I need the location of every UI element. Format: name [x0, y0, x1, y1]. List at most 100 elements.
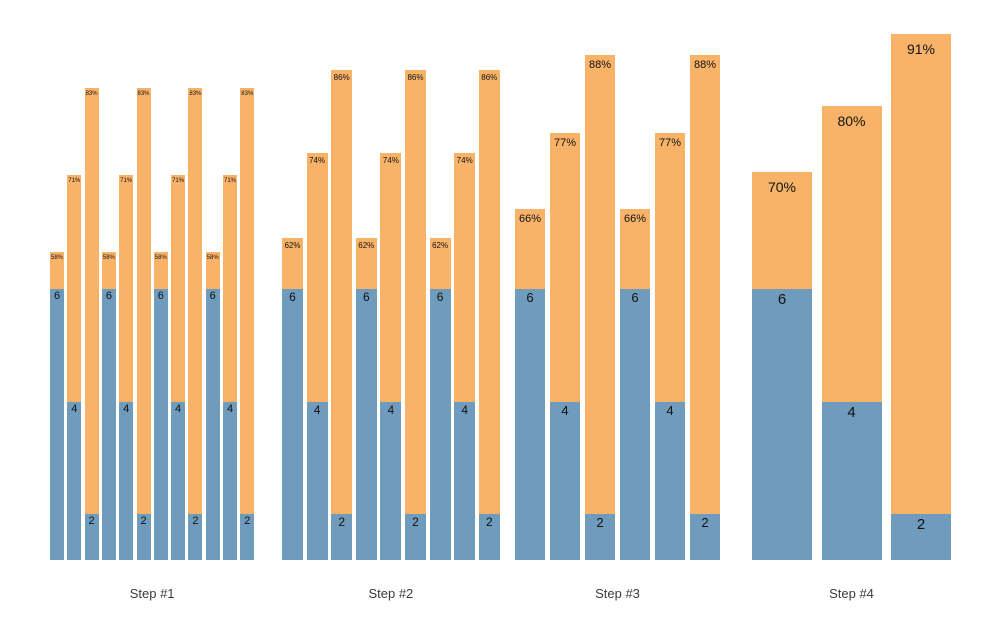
- bar-value-label: 6: [777, 291, 787, 308]
- bar-pct-label: 58%: [102, 255, 115, 261]
- bar-pct-label: 83%: [189, 91, 202, 97]
- bar-pct-label: 71%: [120, 178, 133, 184]
- bar-value-label: 4: [461, 403, 469, 417]
- bar-blue-segment: 2: [240, 514, 255, 560]
- bar-value-label: 2: [244, 515, 251, 527]
- bar-value-label: 6: [53, 290, 61, 302]
- bar-value-label: 2: [338, 515, 346, 529]
- bar-blue-segment: 6: [101, 289, 116, 560]
- bar-value-label: 2: [88, 515, 95, 527]
- bar-blue-segment: 6: [752, 289, 812, 560]
- bar-blue-segment: 6: [50, 289, 64, 560]
- bar-value-label: 4: [313, 403, 321, 417]
- bar-pct-label: 74%: [382, 156, 399, 165]
- stacked-bar: 4 71%: [171, 175, 186, 560]
- bar-blue-segment: 2: [405, 514, 426, 560]
- bar-blue-segment: 2: [331, 514, 353, 560]
- bar-blue-segment: 4: [550, 402, 580, 560]
- stacked-bar: 6 70%: [752, 172, 812, 560]
- bar-value-label: 4: [123, 403, 130, 415]
- bar-pct-label: 66%: [623, 213, 647, 225]
- stacked-bar: 4 74%: [306, 153, 328, 560]
- stacked-bar: 4 71%: [223, 175, 237, 560]
- bar-value-label: 4: [847, 404, 856, 421]
- bar-value-label: 4: [666, 403, 674, 418]
- bar-value-label: 4: [226, 403, 234, 415]
- bar-blue-segment: 2: [188, 514, 203, 560]
- stacked-bar: 6 62%: [282, 238, 303, 560]
- bar-blue-segment: 4: [454, 402, 476, 560]
- stacked-bar: 4 71%: [67, 175, 82, 560]
- stacked-bar: 6 66%: [620, 209, 650, 560]
- bar-pct-label: 62%: [284, 241, 301, 250]
- bar-blue-segment: 6: [205, 289, 220, 560]
- bar-pct-label: 86%: [333, 73, 350, 82]
- bar-blue-segment: 6: [620, 289, 650, 560]
- bar-pct-label: 62%: [358, 241, 375, 250]
- bar-blue-segment: 2: [891, 514, 951, 560]
- bar-value-label: 4: [561, 403, 569, 418]
- step-axis-label: Step #3: [595, 586, 640, 601]
- bar-pct-label: 77%: [553, 137, 577, 149]
- stacked-bar: 4 80%: [821, 106, 882, 560]
- stacked-bar: 2 88%: [690, 55, 720, 560]
- bar-pct-label: 91%: [906, 41, 936, 57]
- bar-pct-label: 58%: [206, 255, 219, 261]
- bar-value-label: 6: [209, 290, 216, 302]
- bar-pct-label: 66%: [518, 213, 542, 225]
- bar-blue-segment: 4: [306, 402, 328, 560]
- bar-value-label: 2: [596, 515, 604, 530]
- stacked-bar: 2 83%: [240, 88, 255, 560]
- bar-pct-label: 88%: [693, 59, 717, 71]
- bar-pct-label: 71%: [68, 178, 81, 184]
- bar-value-label: 2: [412, 515, 419, 529]
- bar-value-label: 2: [701, 515, 709, 530]
- bar-value-label: 6: [289, 290, 296, 304]
- bar-blue-segment: 2: [690, 514, 720, 560]
- stacked-bar: 6 58%: [50, 252, 64, 560]
- stacked-bar: 2 91%: [891, 34, 951, 560]
- stacked-bar: 2 86%: [405, 70, 426, 560]
- bar-blue-segment: 4: [171, 402, 186, 560]
- bar-value-label: 2: [485, 515, 493, 529]
- bar-blue-segment: 2: [84, 514, 99, 560]
- bar-value-label: 2: [192, 515, 199, 527]
- stacked-bar: 6 62%: [429, 238, 451, 560]
- bar-pct-label: 58%: [50, 255, 63, 261]
- stacked-bar: 2 83%: [136, 88, 151, 560]
- bar-pct-label: 86%: [407, 73, 424, 82]
- bar-value-label: 4: [175, 403, 182, 415]
- bar-value-label: 6: [631, 290, 639, 305]
- stacked-bar: 4 77%: [550, 133, 580, 560]
- bar-value-label: 4: [71, 403, 78, 415]
- bar-pct-label: 80%: [837, 113, 866, 129]
- bar-blue-segment: 6: [429, 289, 451, 560]
- bar-value-label: 6: [362, 290, 370, 304]
- bar-value-label: 6: [526, 290, 534, 305]
- bar-value-label: 6: [436, 290, 444, 304]
- bar-pct-label: 83%: [137, 91, 150, 97]
- bar-pct-label: 74%: [456, 156, 473, 165]
- bar-blue-segment: 6: [515, 289, 545, 560]
- stacked-bar: 4 74%: [454, 153, 476, 560]
- bar-pct-label: 86%: [481, 73, 498, 82]
- bar-pct-label: 71%: [172, 178, 185, 184]
- step-axis-label: Step #2: [368, 586, 414, 601]
- stacked-bar: 2 86%: [478, 70, 500, 560]
- bar-blue-segment: 2: [585, 514, 615, 560]
- bar-pct-label: 83%: [85, 91, 98, 97]
- bar-pct-label: 83%: [241, 91, 254, 97]
- stacked-bar: 2 83%: [84, 88, 99, 560]
- bar-pct-label: 88%: [588, 59, 612, 71]
- bar-pct-label: 62%: [432, 241, 449, 250]
- stacked-bar: 4 77%: [655, 133, 685, 560]
- stacked-bar: 2 88%: [585, 55, 615, 560]
- bar-blue-segment: 6: [355, 289, 377, 560]
- stacked-bar: 6 58%: [205, 252, 220, 560]
- stacked-bar: 6 62%: [355, 238, 377, 560]
- bar-blue-segment: 6: [282, 289, 303, 560]
- stacked-bar: 4 74%: [380, 153, 402, 560]
- stacked-bar: 6 58%: [153, 252, 168, 560]
- bar-blue-segment: 4: [67, 402, 82, 560]
